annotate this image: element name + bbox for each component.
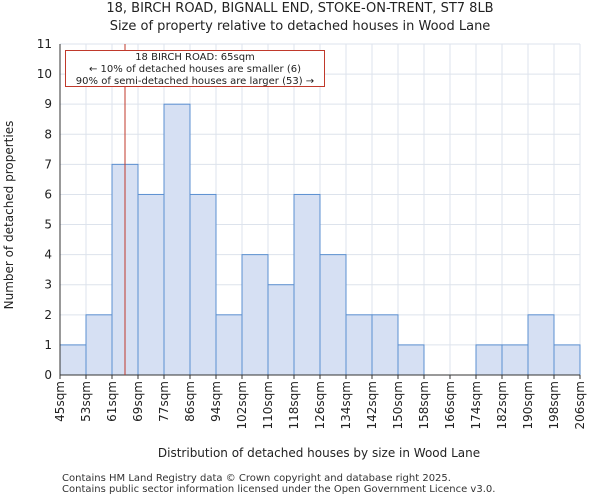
histogram-bar [371, 314, 399, 376]
x-tick-label: 118sqm [287, 381, 301, 429]
x-tick-label: 150sqm [391, 381, 405, 429]
y-tick-label: 10 [37, 67, 52, 81]
y-axis-label: Number of detached properties [2, 121, 16, 310]
x-tick-label: 102sqm [235, 381, 249, 429]
y-tick-label: 11 [37, 37, 52, 51]
x-tick-label: 158sqm [417, 381, 431, 429]
x-tick-label: 61sqm [105, 381, 119, 422]
chart-subtitle: Size of property relative to detached ho… [109, 19, 491, 34]
histogram-bar [85, 314, 113, 376]
y-tick-label: 1 [44, 338, 52, 352]
y-tick-label: 4 [44, 248, 52, 262]
x-tick-label: 206sqm [573, 381, 587, 429]
chart-title: 18, BIRCH ROAD, BIGNALL END, STOKE-ON-TR… [106, 1, 494, 16]
histogram-bar [267, 284, 295, 376]
histogram-bar [397, 344, 425, 376]
histogram-bar [319, 254, 347, 376]
x-tick-label: 174sqm [469, 381, 483, 429]
annotation-box: 18 BIRCH ROAD: 65sqm ← 10% of detached h… [65, 50, 325, 87]
histogram-bar [215, 314, 243, 376]
x-tick-label: 94sqm [209, 381, 223, 422]
histogram-bar [137, 193, 165, 376]
x-tick-label: 190sqm [521, 381, 535, 429]
histogram-bar [163, 103, 191, 376]
footer-line-2: Contains public sector information licen… [62, 484, 496, 495]
x-tick-label: 198sqm [547, 381, 561, 429]
x-tick-label: 77sqm [157, 381, 171, 422]
annotation-line-1: 18 BIRCH ROAD: 65sqm [135, 52, 255, 63]
annotation-line-2: ← 10% of detached houses are smaller (6) [89, 64, 301, 75]
x-tick-label: 182sqm [495, 381, 509, 429]
footer-line-1: Contains HM Land Registry data © Crown c… [62, 473, 451, 484]
x-tick-label: 166sqm [443, 381, 457, 429]
y-tick-label: 7 [44, 157, 52, 171]
x-tick-label: 86sqm [183, 381, 197, 422]
histogram-bar [241, 254, 269, 376]
y-tick-label: 6 [44, 187, 52, 201]
y-tick-label: 3 [44, 278, 52, 292]
x-tick-label: 126sqm [313, 381, 327, 429]
histogram-bar [293, 193, 321, 376]
y-tick-label: 9 [44, 97, 52, 111]
x-tick-label: 69sqm [131, 381, 145, 422]
x-tick-label: 53sqm [79, 381, 93, 422]
y-tick-label: 2 [44, 308, 52, 322]
x-tick-label: 110sqm [261, 381, 275, 429]
histogram-bar [475, 344, 503, 376]
y-tick-label: 8 [44, 127, 52, 141]
histogram-bar [501, 344, 529, 376]
histogram-bar [553, 344, 581, 376]
y-tick-label: 5 [44, 218, 52, 232]
y-tick-label: 0 [44, 368, 52, 382]
histogram-bar [527, 314, 555, 376]
x-tick-label: 45sqm [53, 381, 67, 422]
annotation-line-3: 90% of semi-detached houses are larger (… [75, 76, 315, 87]
x-tick-label: 134sqm [339, 381, 353, 429]
histogram-bar [189, 193, 217, 376]
x-tick-label: 142sqm [365, 381, 379, 429]
x-axis-label: Distribution of detached houses by size … [158, 446, 480, 460]
histogram-bar [59, 344, 87, 376]
histogram-bar [345, 314, 373, 376]
